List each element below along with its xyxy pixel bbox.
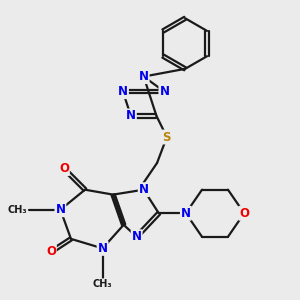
Text: CH₃: CH₃ [8,205,27,215]
Text: O: O [239,207,249,220]
Text: O: O [59,162,69,175]
Text: O: O [46,245,56,258]
Text: CH₃: CH₃ [93,279,112,289]
Text: N: N [98,242,108,255]
Text: N: N [139,183,149,196]
Text: N: N [118,85,128,98]
Text: N: N [139,70,149,83]
Text: N: N [56,203,65,216]
Text: N: N [159,85,170,98]
Text: S: S [163,130,171,143]
Text: N: N [126,110,136,122]
Text: N: N [132,230,142,243]
Text: N: N [181,207,191,220]
